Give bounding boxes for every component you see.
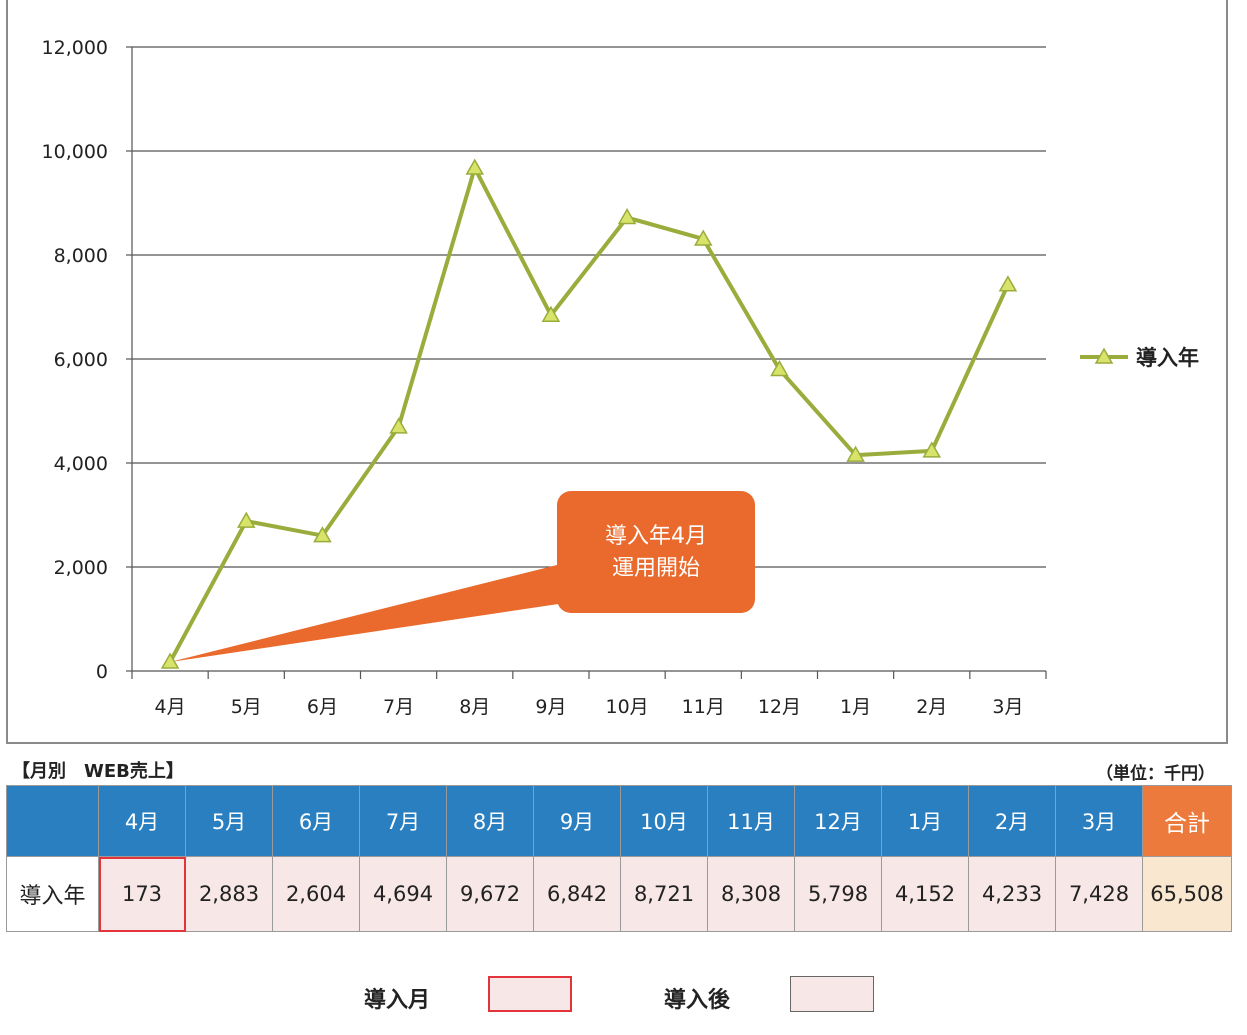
legend-after-swatch <box>790 976 874 1012</box>
table-unit: （単位：千円） <box>1096 764 1215 784</box>
table-title: 【月別 WEB売上】 <box>12 761 184 782</box>
callout-box <box>557 491 755 613</box>
axes <box>126 46 1047 679</box>
callout-text: 運用開始 <box>612 556 700 581</box>
y-tick-label: 0 <box>96 661 108 683</box>
y-tick-label: 12,000 <box>42 37 108 59</box>
header-cell: 7月 <box>359 785 447 857</box>
x-tick-label: 10月 <box>605 696 648 718</box>
y-tick-label: 6,000 <box>54 349 108 371</box>
table-cell: 8,308 <box>707 856 795 932</box>
header-cell: 5月 <box>185 785 273 857</box>
table-header-row: 4月 5月 6月 7月 8月 9月 10月 11月 12月 1月 2月 3月 合… <box>6 785 1232 857</box>
table-cell: 4,694 <box>359 856 447 932</box>
data-point <box>998 275 1018 292</box>
x-tick-label: 9月 <box>535 696 566 718</box>
table-cell: 2,604 <box>272 856 360 932</box>
data-point <box>617 207 637 225</box>
monthly-sales-table: 4月 5月 6月 7月 8月 9月 10月 11月 12月 1月 2月 3月 合… <box>6 785 1232 932</box>
x-tick-label: 4月 <box>155 696 186 718</box>
x-tick-label: 11月 <box>682 696 725 718</box>
data-point <box>236 511 256 528</box>
header-cell: 8月 <box>446 785 534 857</box>
series-line <box>160 158 1018 669</box>
legend-month-label: 導入月 <box>364 988 431 1013</box>
header-cell: 10月 <box>620 785 708 857</box>
header-cell: 11月 <box>707 785 795 857</box>
x-tick-label: 3月 <box>992 696 1023 718</box>
data-point <box>541 305 561 322</box>
y-tick-label: 8,000 <box>54 245 108 267</box>
header-cell: 3月 <box>1055 785 1143 857</box>
data-point <box>465 158 485 175</box>
y-tick-labels: 0 2,000 4,000 6,000 8,000 10,000 12,000 <box>42 37 108 683</box>
table-cell: 5,798 <box>794 856 882 932</box>
table-cell: 2,883 <box>185 856 273 932</box>
series-line-path <box>168 166 1010 663</box>
data-point <box>846 445 865 462</box>
table-cell: 173 <box>98 856 186 932</box>
table-row: 導入年 173 2,883 2,604 4,694 9,672 6,842 8,… <box>6 856 1232 932</box>
y-tick-label: 10,000 <box>42 141 108 163</box>
x-tick-label: 12月 <box>758 696 801 718</box>
x-tick-label: 6月 <box>307 696 338 718</box>
data-point <box>770 359 789 377</box>
header-total: 合計 <box>1142 785 1232 857</box>
callout-text: 導入年4月 <box>605 524 707 549</box>
gridlines <box>132 46 1046 568</box>
data-point <box>313 526 332 543</box>
x-tick-label: 1月 <box>840 696 871 718</box>
y-tick-label: 2,000 <box>54 557 108 579</box>
header-corner <box>6 785 99 857</box>
header-cell: 4月 <box>98 785 186 857</box>
header-cell: 9月 <box>533 785 621 857</box>
x-tick-label: 8月 <box>459 696 490 718</box>
legend-marker <box>1094 347 1114 364</box>
table-cell: 9,672 <box>446 856 534 932</box>
table-cell: 4,233 <box>968 856 1056 932</box>
table-cell: 7,428 <box>1055 856 1143 932</box>
table-cell: 4,152 <box>881 856 969 932</box>
table-legend: 導入月 導入後 <box>0 972 1247 1022</box>
row-label: 導入年 <box>6 856 99 932</box>
data-point <box>922 441 942 458</box>
table-cell: 6,842 <box>533 856 621 932</box>
legend-after-label: 導入後 <box>664 988 731 1013</box>
chart-frame: 0 2,000 4,000 6,000 8,000 10,000 12,000 4月 5月 6月… <box>6 0 1228 744</box>
data-point <box>160 652 180 669</box>
table-cell: 8,721 <box>620 856 708 932</box>
legend-label: 導入年 <box>1136 346 1199 370</box>
x-tick-label: 7月 <box>383 696 414 718</box>
y-tick-label: 4,000 <box>54 453 108 475</box>
table-total-cell: 65,508 <box>1142 856 1232 932</box>
x-tick-labels: 4月 5月 6月 7月 8月 9月 10月 11月 12月 1月 2月 3月 <box>155 696 1024 718</box>
x-tick-label: 2月 <box>916 696 947 718</box>
header-cell: 12月 <box>794 785 882 857</box>
data-point <box>389 417 408 434</box>
header-cell: 6月 <box>272 785 360 857</box>
header-cell: 1月 <box>881 785 969 857</box>
legend-month-swatch <box>488 976 572 1012</box>
x-tick-label: 5月 <box>231 696 262 718</box>
callout-pointer <box>170 563 566 663</box>
data-point <box>693 229 713 246</box>
header-cell: 2月 <box>968 785 1056 857</box>
line-chart: 0 2,000 4,000 6,000 8,000 10,000 12,000 4月 5月 6月… <box>42 37 1199 718</box>
legend: 導入年 <box>1080 346 1199 370</box>
